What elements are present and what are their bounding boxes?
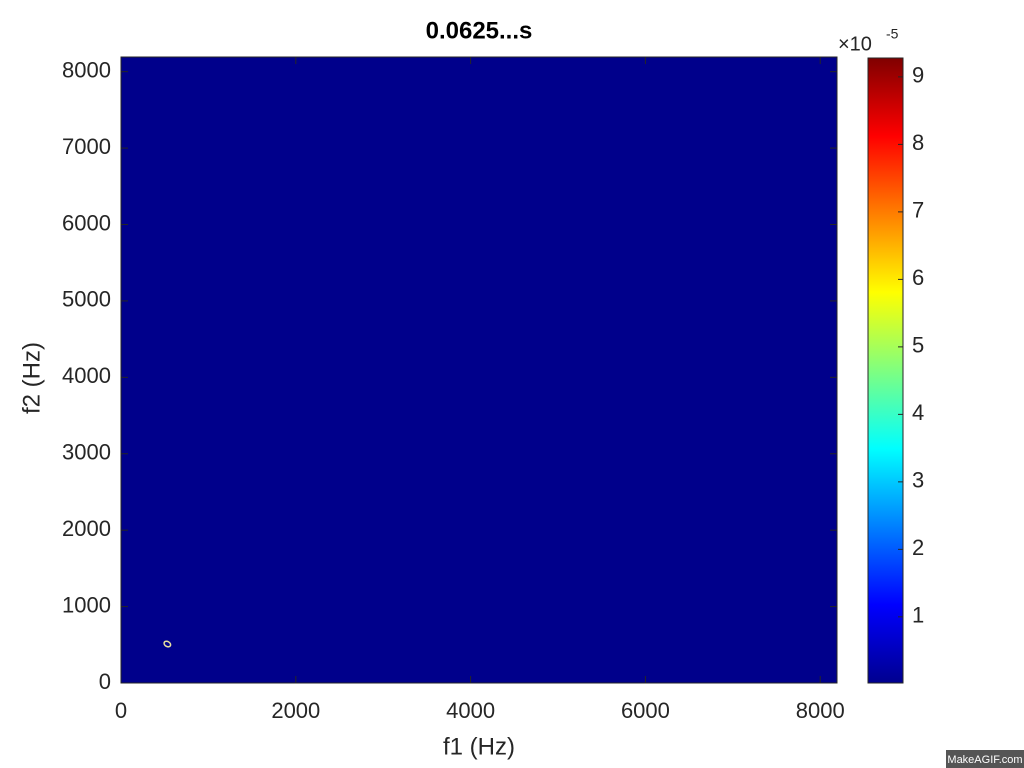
colorbar-tick-label: 1 bbox=[912, 603, 924, 628]
colorbar-tick-label: 9 bbox=[912, 63, 924, 88]
y-tick-label: 1000 bbox=[62, 592, 111, 617]
colorbar-tick-label: 6 bbox=[912, 265, 924, 290]
y-tick-label: 2000 bbox=[62, 516, 111, 541]
chart-title: 0.0625...s bbox=[426, 17, 533, 44]
plot-frame bbox=[120, 56, 838, 684]
colorbar-tick-label: 5 bbox=[912, 333, 924, 358]
y-tick-label: 0 bbox=[99, 669, 111, 694]
y-tick-label: 5000 bbox=[62, 287, 111, 312]
watermark-box bbox=[946, 750, 1024, 768]
colorbar-exponent: -5 bbox=[886, 26, 899, 42]
y-tick-label: 8000 bbox=[62, 57, 111, 82]
x-tick-label: 8000 bbox=[796, 698, 845, 723]
x-tick-label: 4000 bbox=[446, 698, 495, 723]
y-tick-label: 3000 bbox=[62, 440, 111, 465]
colorbar bbox=[867, 57, 904, 684]
x-tick-label: 0 bbox=[115, 698, 127, 723]
colorbar-multiplier: ×10 bbox=[838, 33, 872, 55]
y-tick-label: 6000 bbox=[62, 210, 111, 235]
y-tick-label: 7000 bbox=[62, 134, 111, 159]
plot-background bbox=[121, 57, 837, 683]
x-axis-label: f1 (Hz) bbox=[443, 733, 515, 760]
colorbar-tick-label: 4 bbox=[912, 400, 924, 425]
watermark: MakeAGIF.com bbox=[947, 754, 1022, 766]
y-axis-label: f2 (Hz) bbox=[18, 342, 45, 414]
colorbar-tick-label: 7 bbox=[912, 198, 924, 223]
x-tick-label: 6000 bbox=[621, 698, 670, 723]
colorbar-tick-label: 3 bbox=[912, 468, 924, 493]
colorbar-tick-label: 8 bbox=[912, 130, 924, 155]
x-tick-label: 2000 bbox=[271, 698, 320, 723]
contour-peak bbox=[163, 640, 172, 648]
y-tick-label: 4000 bbox=[62, 363, 111, 388]
colorbar-tick-label: 2 bbox=[912, 535, 924, 560]
